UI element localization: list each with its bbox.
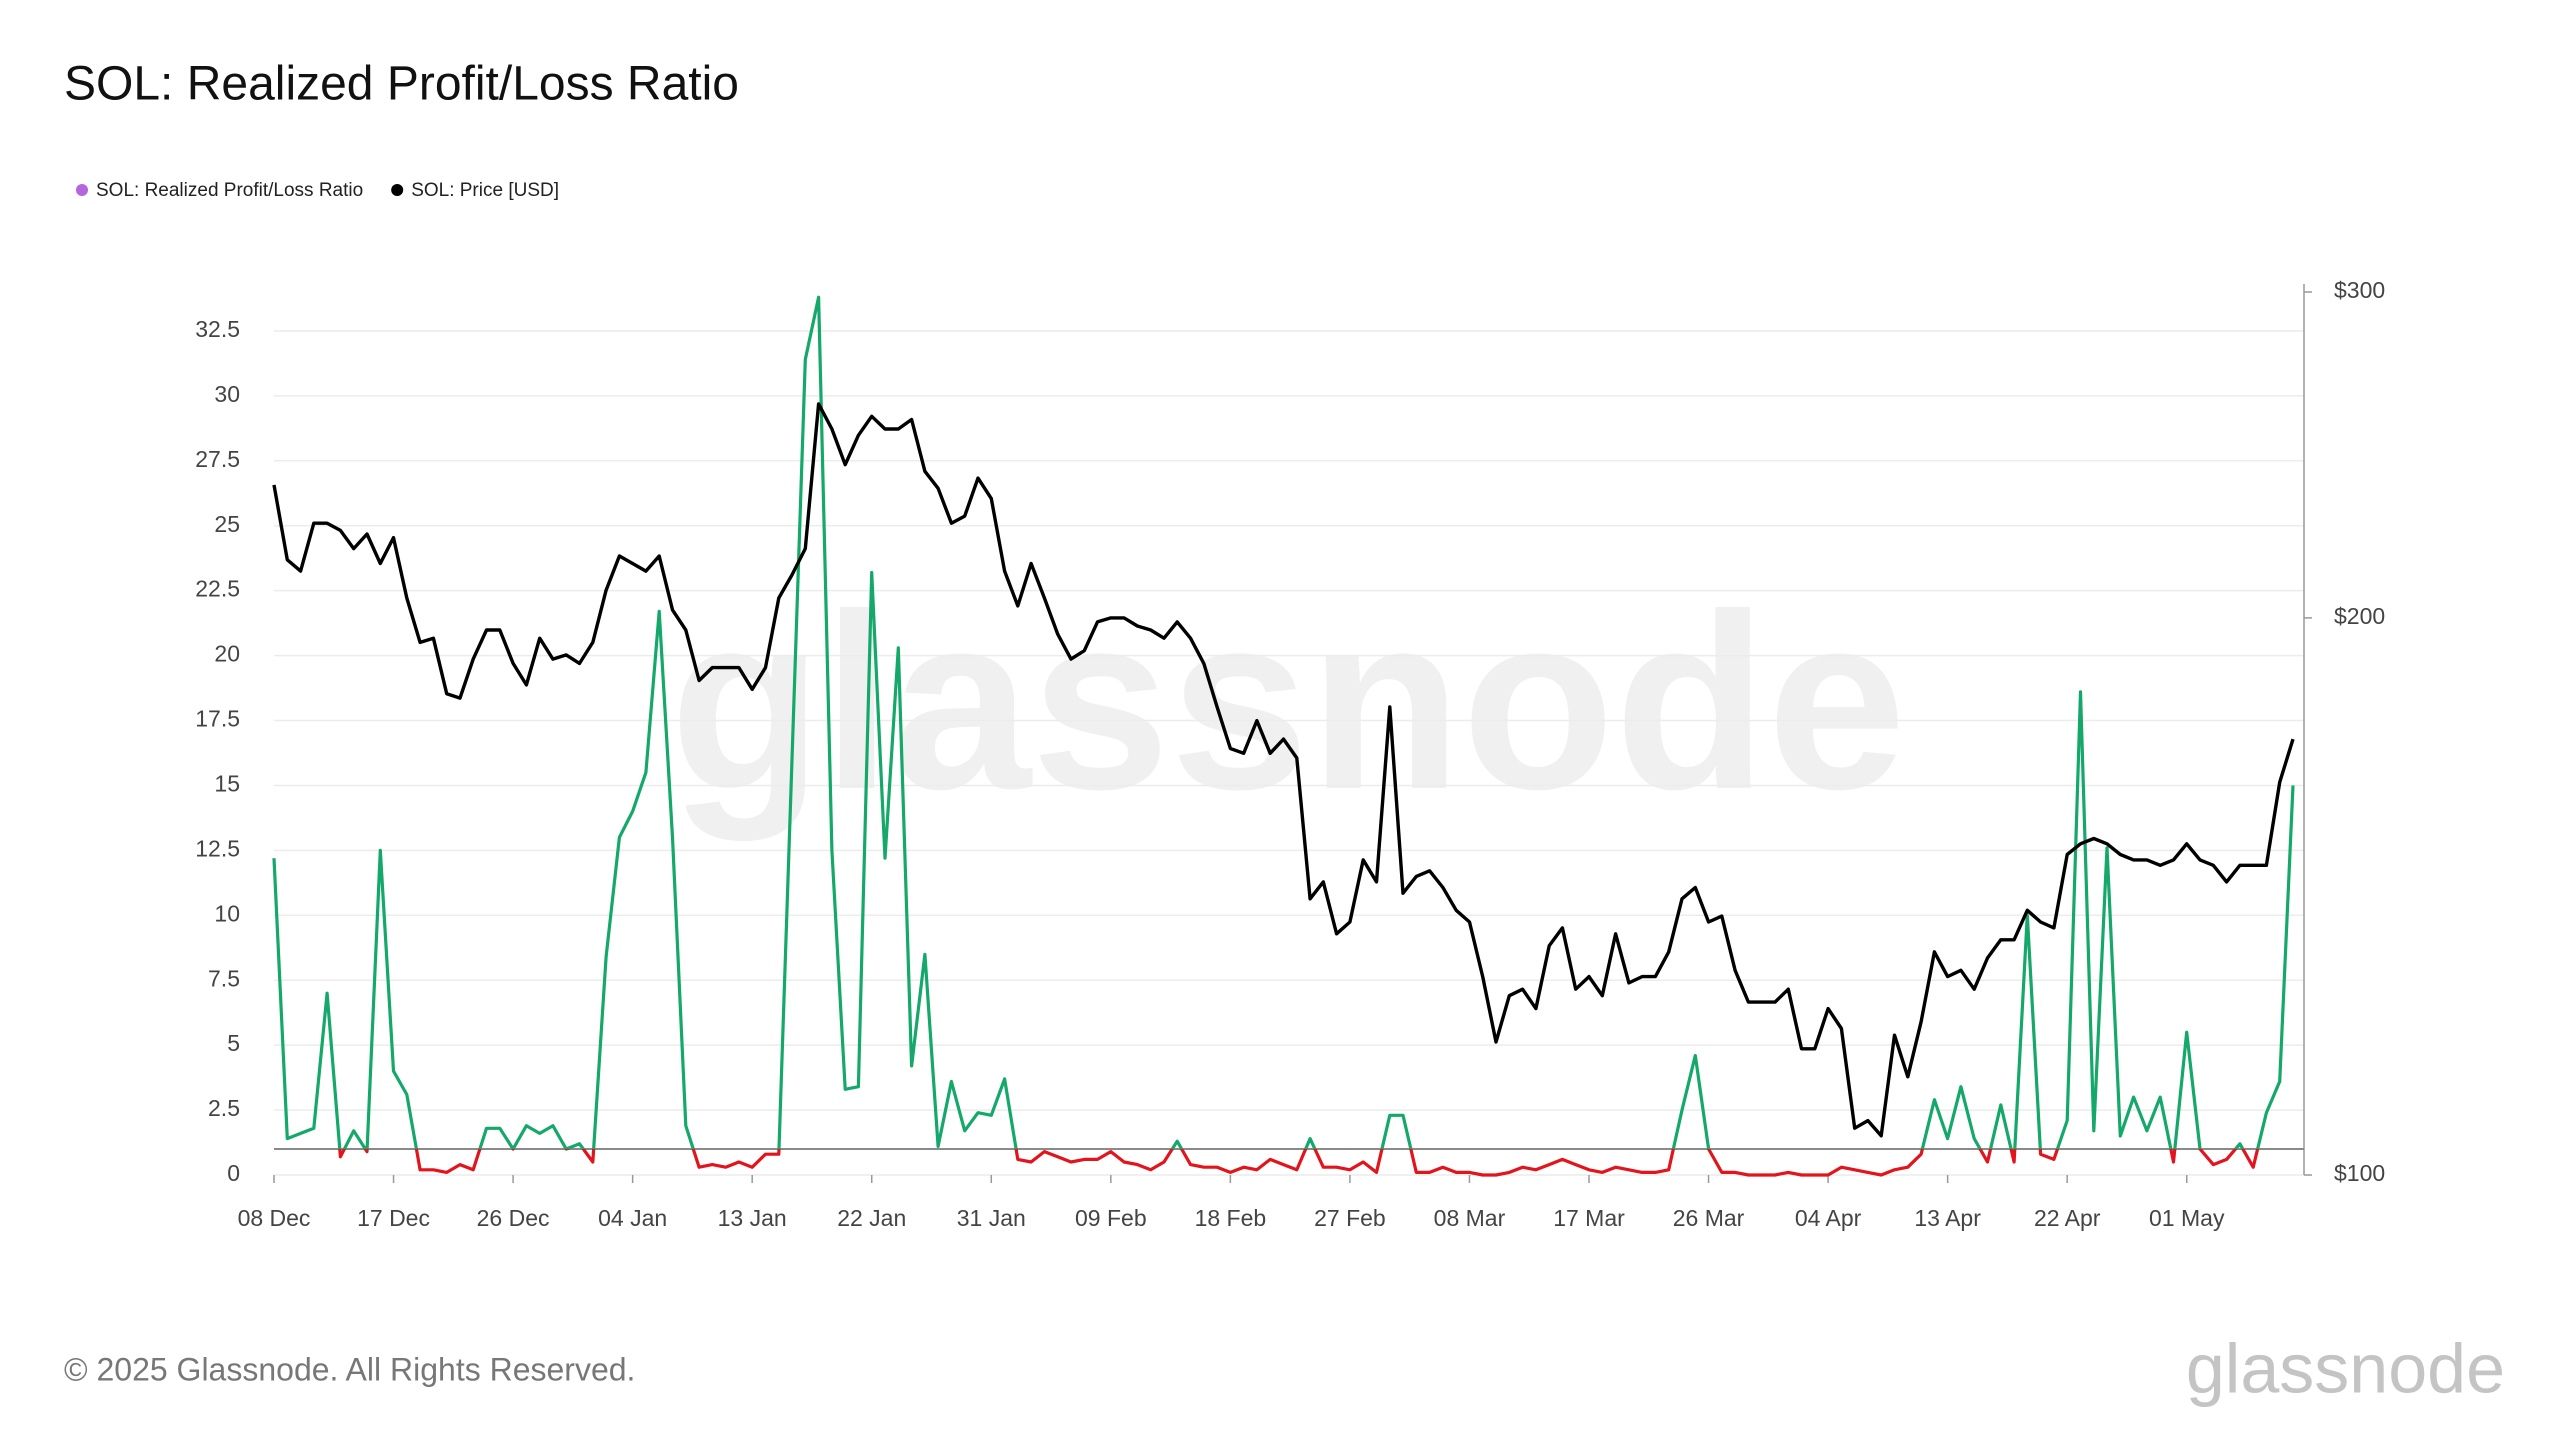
legend-dot [391, 184, 404, 196]
x-tick-label: 13 Jan [718, 1205, 787, 1231]
legend-label: SOL: Realized Profit/Loss Ratio [96, 180, 363, 201]
x-tick-label: 22 Apr [2034, 1205, 2101, 1231]
x-tick-label: 22 Jan [837, 1205, 906, 1231]
y-tick-label: 20 [214, 641, 240, 667]
x-tick-label: 26 Mar [1673, 1205, 1745, 1231]
y-tick-label: 5 [227, 1030, 240, 1056]
y-tick-label: 17.5 [195, 706, 240, 732]
y-tick-label: 10 [214, 900, 240, 926]
logo: glassnode [2186, 1329, 2505, 1407]
y-tick-label: 0 [227, 1160, 240, 1186]
ratio-line-below [338, 1149, 2260, 1177]
y-tick-label: 12.5 [195, 835, 240, 861]
x-tick-label: 04 Apr [1795, 1205, 1862, 1231]
legend-label: SOL: Price [USD] [411, 180, 559, 201]
y-tick-label: 25 [214, 511, 240, 537]
x-tick-label: 09 Feb [1075, 1205, 1147, 1231]
x-tick-label: 13 Apr [1914, 1205, 1981, 1231]
legend-dot [76, 184, 88, 196]
x-tick-label: 26 Dec [477, 1205, 550, 1231]
y-tick-label: 7.5 [208, 965, 240, 991]
y2-tick-label: $300 [2334, 277, 2385, 303]
footer: © 2025 Glassnode. All Rights Reserved. [64, 1351, 635, 1387]
chart-title: SOL: Realized Profit/Loss Ratio [64, 58, 739, 111]
x-tick-label: 04 Jan [598, 1205, 667, 1231]
y2-tick-label: $100 [2334, 1160, 2385, 1186]
y-tick-label: 15 [214, 771, 240, 797]
price-line [272, 402, 2295, 1138]
y2-tick-label: $200 [2334, 603, 2385, 629]
x-tick-label: 08 Dec [238, 1205, 311, 1231]
watermark: glassnode [670, 562, 1906, 841]
y-tick-label: 22.5 [195, 576, 240, 602]
x-tick-label: 08 Mar [1434, 1205, 1506, 1231]
ratio-line-above [272, 295, 2295, 1150]
y-tick-label: 32.5 [195, 316, 240, 342]
x-tick-label: 17 Mar [1553, 1205, 1625, 1231]
x-tick-label: 27 Feb [1314, 1205, 1386, 1231]
x-tick-label: 18 Feb [1195, 1205, 1267, 1231]
y-tick-label: 30 [214, 381, 240, 407]
x-tick-label: 17 Dec [357, 1205, 430, 1231]
y-tick-label: 27.5 [195, 446, 240, 472]
x-tick-label: 31 Jan [957, 1205, 1026, 1231]
y-tick-label: 2.5 [208, 1095, 240, 1121]
x-tick-label: 01 May [2149, 1205, 2225, 1231]
